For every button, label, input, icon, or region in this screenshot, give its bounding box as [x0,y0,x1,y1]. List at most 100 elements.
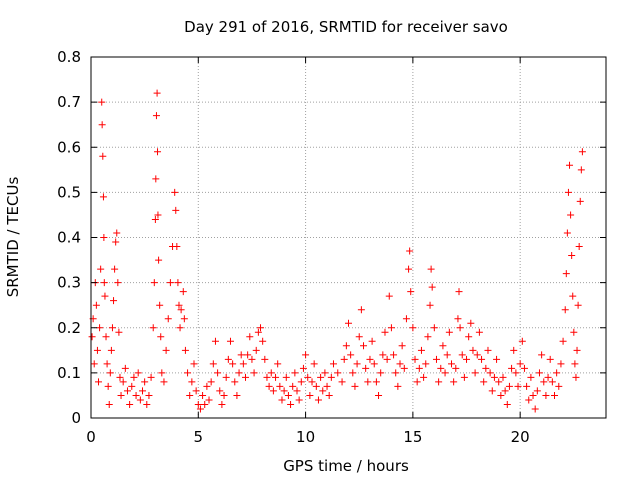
data-point [452,364,460,372]
data-point [92,301,100,309]
data-point [548,378,556,386]
data-point [411,355,419,363]
data-point [379,351,387,359]
data-point [114,279,122,287]
data-point [126,400,134,408]
data-point [428,283,436,291]
data-point [448,360,455,368]
data-points [88,89,586,413]
data-point [103,360,111,368]
data-point [201,400,209,408]
data-point [96,324,104,332]
data-point [304,373,312,381]
data-point [214,369,222,377]
x-tick-label: 0 [86,428,96,446]
data-point [531,405,539,413]
x-axis-title: GPS time / hours [283,457,409,475]
data-point [116,373,124,381]
data-point [381,328,389,336]
data-point [176,324,184,332]
data-point [377,369,385,377]
data-point [156,301,164,309]
data-point [478,355,486,363]
data-point [261,355,269,363]
data-point [568,252,576,260]
data-point [553,369,561,377]
data-point [128,382,136,390]
data-point [405,265,413,273]
data-point [274,360,282,368]
data-point [254,328,262,336]
data-point [338,378,346,386]
data-point [460,373,468,381]
data-point [535,369,543,377]
data-point [188,378,196,386]
data-point [569,292,577,300]
data-point [372,378,380,386]
data-point [503,400,511,408]
data-point [387,324,395,332]
data-point [415,364,423,372]
data-point [220,391,228,399]
data-point [533,387,541,395]
data-point [488,387,496,395]
axis-ticks: 0 5 10 15 20 0 0.1 0.2 0.3 0.4 0.5 0.6 0.7 0.8 [57,48,606,446]
data-point [145,391,153,399]
data-point [342,342,350,350]
data-point [495,378,503,386]
data-point [520,364,528,372]
data-point [370,360,378,368]
data-point [516,360,524,368]
data-point [469,346,477,354]
data-point [471,369,479,377]
data-point [192,387,200,395]
data-point [567,211,575,219]
data-point [317,373,325,381]
data-point [123,387,131,395]
data-point [538,351,546,359]
data-point [400,364,408,372]
data-point [121,364,129,372]
data-point [375,391,383,399]
y-tick-label: 0.3 [57,274,81,292]
data-point [334,369,342,377]
data-point [177,306,185,314]
data-point [211,337,219,345]
data-point [95,378,103,386]
data-point [422,360,430,368]
data-point [119,378,127,386]
data-point [154,148,162,156]
data-point [162,346,170,354]
data-point [269,387,277,395]
data-point [473,351,481,359]
data-point [325,391,333,399]
data-point [246,333,254,341]
data-point [312,382,320,390]
data-point [340,355,348,363]
y-tick-label: 0.6 [57,138,81,156]
data-point [455,288,463,296]
data-point [205,396,213,404]
data-point [239,360,247,368]
data-point [139,387,146,395]
data-point [186,391,194,399]
data-point [299,364,307,372]
data-point [98,98,106,106]
data-point [323,382,331,390]
data-point [486,369,494,377]
y-tick-label: 0.8 [57,48,81,66]
data-point [147,373,155,381]
data-point [551,391,558,399]
data-point [437,364,445,372]
data-point [267,369,275,377]
data-point [207,378,215,386]
data-point [514,382,522,390]
data-point [450,378,458,386]
y-tick-label: 0.4 [57,229,81,247]
data-point [184,369,192,377]
data-point [480,378,488,386]
data-point [224,355,232,363]
data-point [287,400,295,408]
data-point [233,391,241,399]
